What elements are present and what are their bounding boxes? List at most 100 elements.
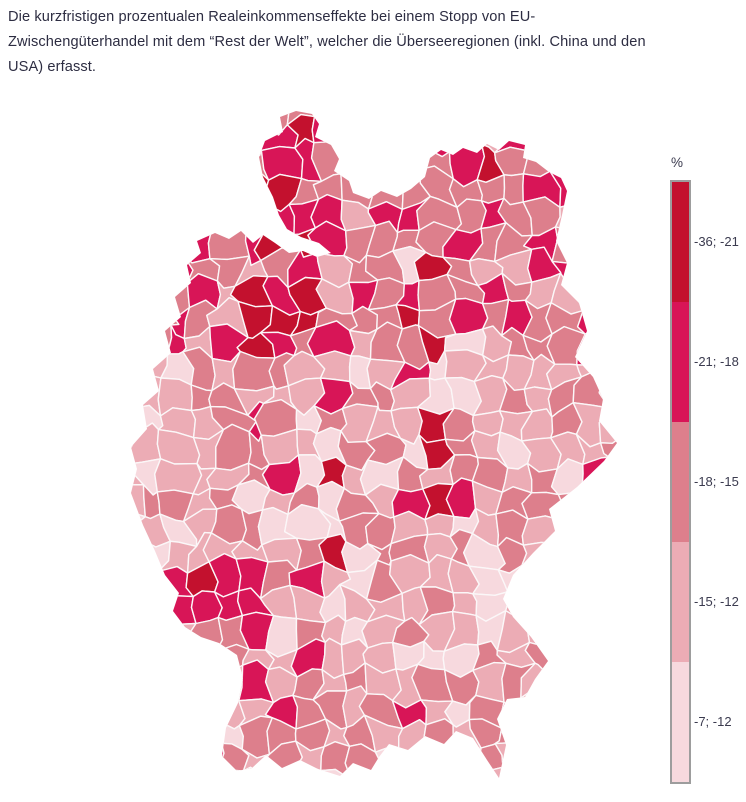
district bbox=[213, 111, 248, 124]
district bbox=[311, 115, 351, 147]
district bbox=[628, 464, 662, 500]
district bbox=[210, 167, 247, 207]
district bbox=[285, 765, 322, 778]
district bbox=[453, 766, 486, 778]
district bbox=[159, 168, 191, 201]
legend-unit-label: % bbox=[671, 155, 684, 170]
district bbox=[549, 136, 587, 175]
district bbox=[310, 111, 355, 126]
district bbox=[573, 688, 612, 733]
district bbox=[131, 690, 160, 730]
district bbox=[423, 745, 459, 769]
district bbox=[165, 618, 197, 652]
district bbox=[473, 111, 504, 133]
district bbox=[133, 192, 170, 235]
district bbox=[159, 639, 187, 676]
district bbox=[134, 172, 172, 202]
district bbox=[390, 111, 427, 131]
district bbox=[131, 767, 164, 778]
district bbox=[131, 168, 142, 203]
district bbox=[599, 326, 617, 360]
district bbox=[182, 736, 225, 772]
district bbox=[416, 124, 457, 158]
district bbox=[240, 205, 275, 234]
district bbox=[578, 166, 607, 203]
district bbox=[628, 246, 662, 285]
district bbox=[602, 516, 617, 546]
district bbox=[606, 688, 617, 729]
district bbox=[182, 649, 219, 677]
district bbox=[131, 661, 135, 700]
district bbox=[628, 716, 659, 750]
legend-swatch-4 bbox=[672, 662, 689, 782]
district bbox=[595, 194, 617, 232]
district bbox=[627, 302, 664, 337]
district bbox=[156, 690, 198, 721]
legend-class-label-2: -18; -15 bbox=[694, 474, 739, 489]
district bbox=[185, 111, 220, 126]
district bbox=[576, 116, 608, 155]
legend-swatch-2 bbox=[672, 422, 689, 542]
district bbox=[622, 689, 659, 724]
district bbox=[309, 768, 352, 778]
district bbox=[131, 770, 140, 778]
district bbox=[603, 480, 617, 520]
district bbox=[626, 358, 659, 390]
district bbox=[207, 217, 251, 261]
district bbox=[131, 640, 167, 667]
district bbox=[554, 569, 584, 594]
district bbox=[630, 126, 658, 153]
district bbox=[629, 740, 665, 770]
district bbox=[546, 111, 587, 123]
district bbox=[178, 228, 213, 264]
district bbox=[131, 377, 140, 417]
district bbox=[637, 382, 659, 412]
district bbox=[157, 716, 193, 756]
district bbox=[131, 197, 141, 232]
district bbox=[365, 145, 406, 180]
district bbox=[182, 717, 224, 745]
district bbox=[626, 434, 655, 469]
district bbox=[340, 144, 373, 181]
district bbox=[135, 149, 167, 181]
district bbox=[602, 749, 617, 771]
district bbox=[608, 456, 617, 494]
district bbox=[153, 458, 203, 495]
district bbox=[154, 247, 194, 286]
district bbox=[599, 537, 617, 574]
district bbox=[131, 562, 168, 597]
legend: % -36; -21 -21; -18 -18; -15 -15; -12 -7; -1… bbox=[668, 155, 746, 795]
district bbox=[154, 767, 199, 778]
district bbox=[627, 638, 665, 677]
legend-swatch-1 bbox=[672, 302, 689, 422]
district bbox=[131, 662, 167, 700]
district bbox=[157, 195, 193, 232]
district bbox=[264, 769, 296, 778]
district bbox=[599, 221, 617, 254]
caption-line-3: USA) erfasst. bbox=[8, 59, 97, 75]
district bbox=[132, 716, 163, 756]
district bbox=[131, 350, 144, 388]
district bbox=[131, 562, 142, 600]
district bbox=[185, 168, 220, 208]
district bbox=[569, 742, 610, 772]
district bbox=[131, 422, 162, 465]
district bbox=[134, 324, 173, 357]
district bbox=[184, 670, 225, 701]
district bbox=[550, 719, 583, 755]
district bbox=[149, 111, 194, 130]
district bbox=[157, 662, 194, 696]
district bbox=[547, 120, 586, 146]
district bbox=[131, 116, 142, 156]
district bbox=[600, 111, 617, 132]
district bbox=[569, 513, 609, 545]
district bbox=[522, 143, 559, 178]
district bbox=[577, 194, 602, 233]
district bbox=[344, 111, 377, 131]
district bbox=[131, 300, 139, 335]
district bbox=[238, 111, 272, 133]
legend-swatch-0 bbox=[672, 182, 689, 302]
district bbox=[520, 689, 556, 723]
district bbox=[131, 631, 143, 667]
